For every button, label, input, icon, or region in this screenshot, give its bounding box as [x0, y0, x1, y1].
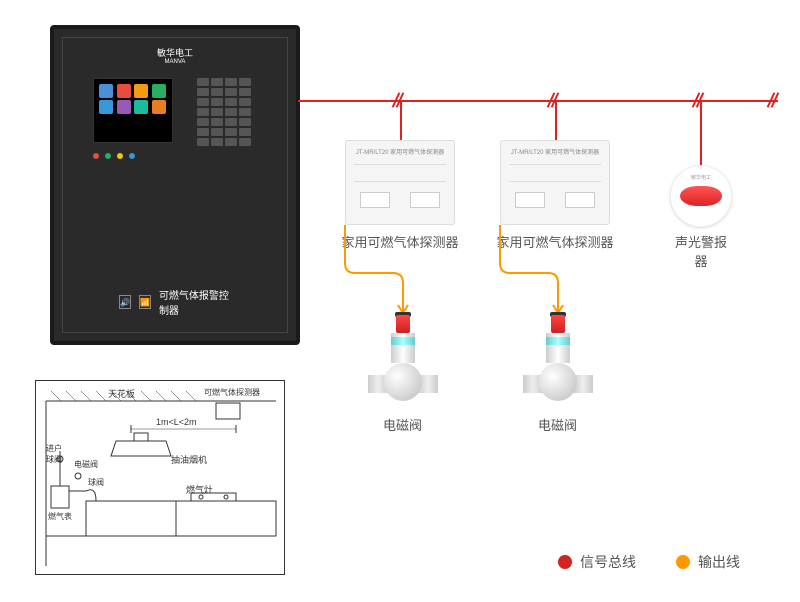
detector-2-btn-b: [565, 192, 595, 208]
install-meter-label: 燃气表: [48, 511, 72, 522]
volume-icon: 🔊: [119, 295, 131, 309]
brand-name: 敏华电工: [157, 46, 193, 59]
keypad-key: [239, 108, 251, 116]
keypad-key: [211, 78, 223, 86]
screen-app-icon: [152, 84, 166, 98]
keypad-key: [225, 88, 237, 96]
install-hood-label: 抽油烟机: [171, 453, 207, 466]
detector-1-btn-a: [360, 192, 390, 208]
screen-app-icon: [117, 100, 131, 114]
screen-app-icon: [152, 100, 166, 114]
controller-brand: 敏华电工 MANVA: [157, 46, 193, 65]
legend-signal-bus: 信号总线: [558, 552, 636, 572]
brand-sub: MANVA: [157, 59, 193, 65]
solenoid-valve-1: [363, 315, 443, 415]
install-ceiling-label: 天花板: [108, 387, 135, 400]
keypad-key: [211, 98, 223, 106]
keypad-key: [197, 78, 209, 86]
keypad-key: [239, 98, 251, 106]
keypad-key: [211, 88, 223, 96]
keypad-key: [225, 108, 237, 116]
keypad-key: [197, 138, 209, 146]
status-led: [105, 153, 111, 159]
signal-bus-drop-3: [700, 100, 702, 165]
controller-label: 🔊 📶 可燃气体报警控制器: [119, 287, 231, 317]
solenoid-valve-2: [518, 315, 598, 415]
keypad-key: [225, 128, 237, 136]
alarm-label: 声光警报器: [669, 232, 733, 270]
keypad-key: [197, 98, 209, 106]
keypad-key: [239, 128, 251, 136]
gas-alarm-controller: 敏华电工 MANVA 🔊 📶 可燃气体报警控制器: [50, 25, 300, 345]
legend-dot-orange: [676, 555, 690, 569]
keypad-key: [211, 108, 223, 116]
keypad-key: [225, 78, 237, 86]
valve-1-label: 电磁阀: [383, 415, 422, 434]
screen-app-icon: [99, 84, 113, 98]
install-ballvalve-label: 球阀: [88, 477, 104, 488]
detector-1-btn-b: [410, 192, 440, 208]
status-led: [117, 153, 123, 159]
install-stove-label: 燃气灶: [186, 483, 213, 496]
screen-app-icon: [134, 100, 148, 114]
legend-signal-label: 信号总线: [580, 552, 636, 572]
controller-screen: [93, 78, 173, 143]
legend: 信号总线 输出线: [558, 552, 740, 572]
keypad-key: [197, 118, 209, 126]
valve-2-label: 电磁阀: [538, 415, 577, 434]
alarm-indicator: [680, 186, 722, 206]
keypad-key: [239, 88, 251, 96]
controller-keypad: [197, 78, 267, 148]
gas-detector-1: JT-MR/LT20 家用可燃气体探测器: [345, 140, 455, 225]
keypad-key: [197, 88, 209, 96]
keypad-key: [211, 128, 223, 136]
status-led: [93, 153, 99, 159]
signal-bus-main: [298, 100, 778, 102]
detector-1-label: 家用可燃气体探测器: [338, 232, 462, 251]
wifi-icon: 📶: [139, 295, 151, 309]
keypad-key: [211, 118, 223, 126]
legend-output-line: 输出线: [676, 552, 740, 572]
detector-2-label: 家用可燃气体探测器: [493, 232, 617, 251]
controller-title: 可燃气体报警控制器: [159, 287, 231, 317]
screen-app-icon: [134, 84, 148, 98]
signal-bus-drop-2: [555, 100, 557, 140]
keypad-key: [225, 118, 237, 126]
keypad-key: [239, 118, 251, 126]
keypad-key: [211, 138, 223, 146]
install-inlet-label: 进户球阀: [46, 443, 66, 465]
gas-detector-2: JT-MR/LT20 家用可燃气体探测器: [500, 140, 610, 225]
alarm-brand: 敏华电工: [691, 174, 711, 181]
keypad-key: [239, 138, 251, 146]
detector-2-header: JT-MR/LT20 家用可燃气体探测器: [501, 141, 609, 162]
keypad-key: [225, 138, 237, 146]
sound-light-alarm: 敏华电工: [670, 165, 732, 227]
detector-2-btn-a: [515, 192, 545, 208]
keypad-key: [197, 108, 209, 116]
screen-app-icon: [99, 100, 113, 114]
install-detector-label: 可燃气体探测器: [204, 387, 260, 398]
legend-dot-red: [558, 555, 572, 569]
screen-app-icon: [117, 84, 131, 98]
legend-output-label: 输出线: [698, 552, 740, 572]
keypad-key: [225, 98, 237, 106]
keypad-key: [239, 78, 251, 86]
status-leds: [93, 153, 135, 159]
status-led: [129, 153, 135, 159]
installation-diagram: 天花板 可燃气体探测器 1m<L<2m 抽油烟机 燃气灶 进户球阀 电磁阀 球阀…: [35, 380, 285, 575]
keypad-key: [197, 128, 209, 136]
signal-bus-drop-1: [400, 100, 402, 140]
install-solenoid-label: 电磁阀: [74, 459, 98, 470]
detector-1-header: JT-MR/LT20 家用可燃气体探测器: [346, 141, 454, 162]
install-distance-label: 1m<L<2m: [156, 417, 197, 427]
